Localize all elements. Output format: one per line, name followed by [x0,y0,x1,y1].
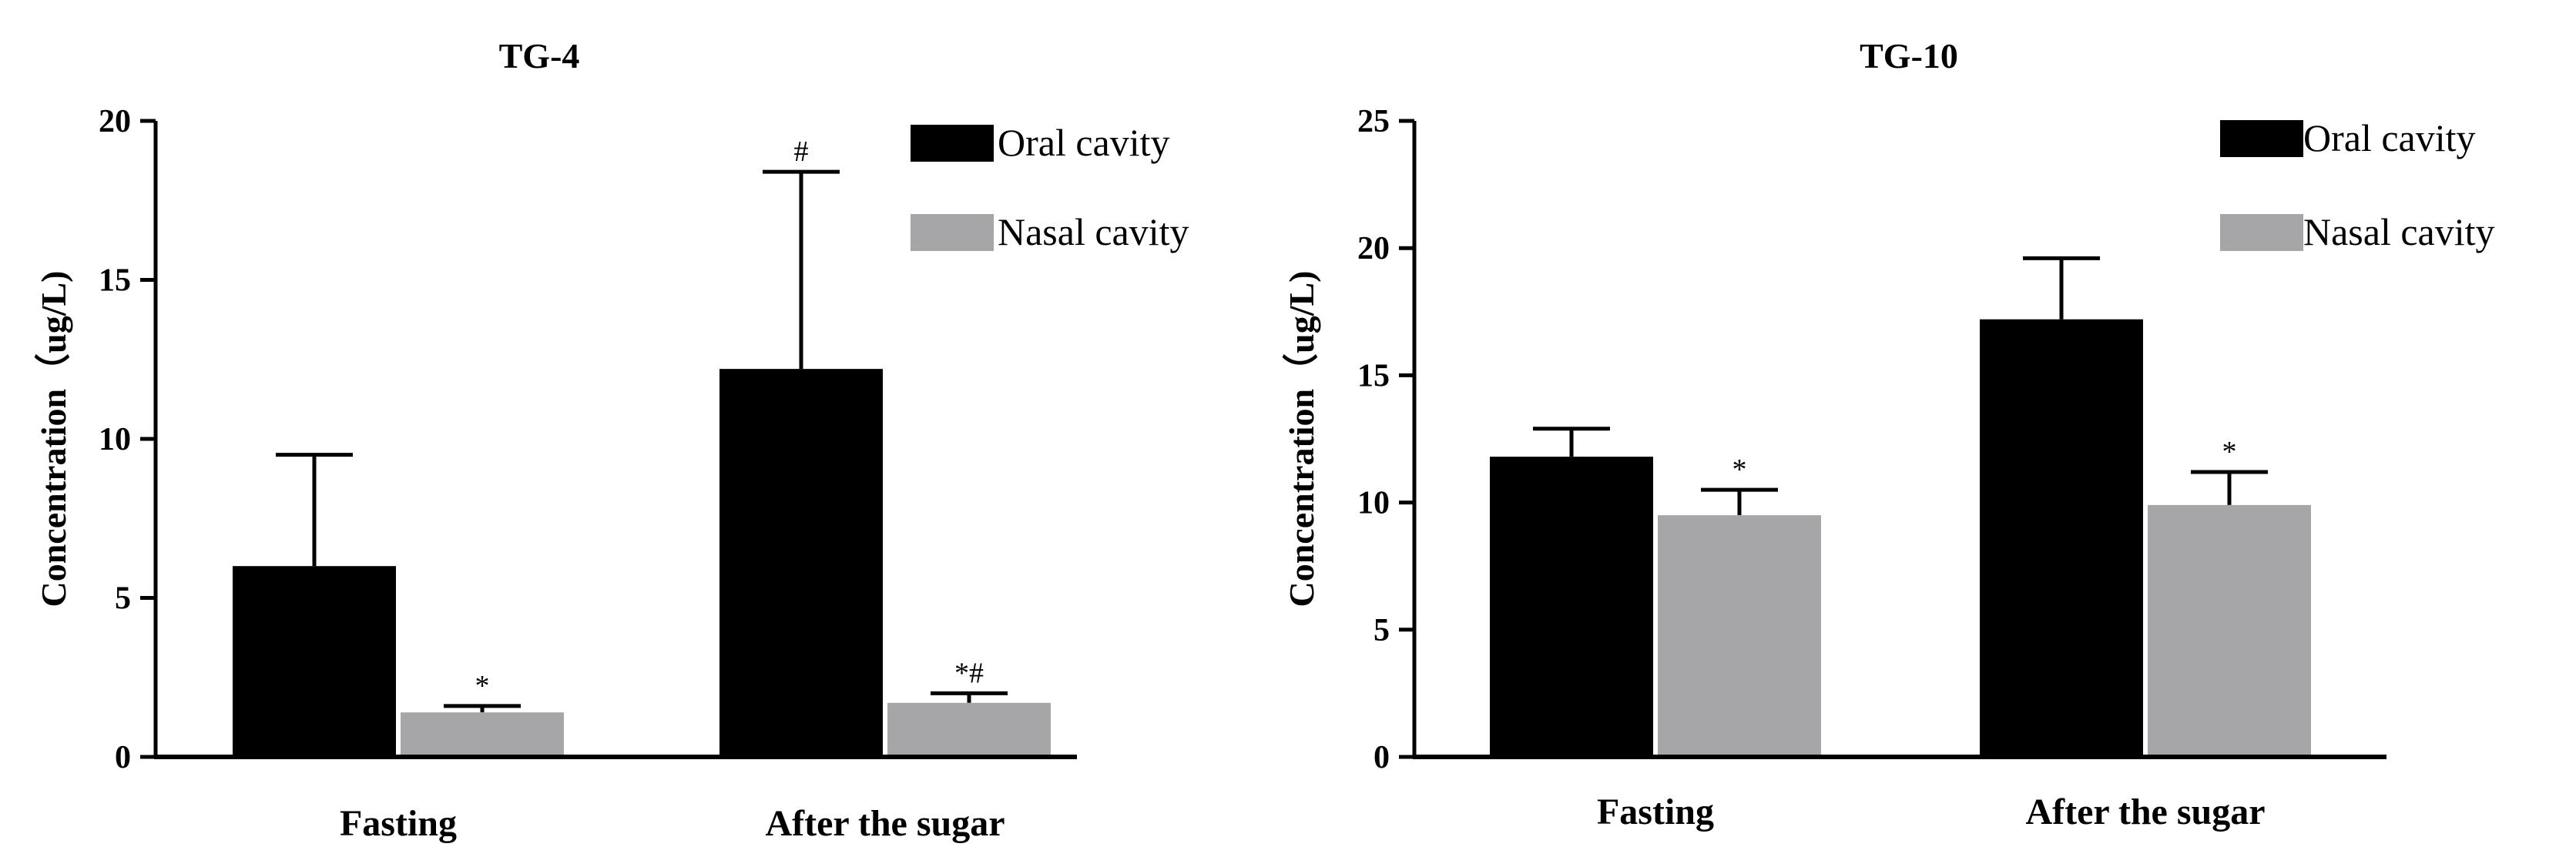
x-category-label: Fasting [340,803,457,844]
bar-nasal-cavity [1658,515,1821,757]
y-axis-label: Concentration（ug/L) [34,271,73,608]
y-tick-label: 25 [1357,104,1390,139]
legend-swatch [911,125,994,162]
y-tick-label: 20 [99,104,131,139]
legend-label: Oral cavity [998,121,1170,164]
bar-nasal-cavity [2148,504,2311,757]
y-axis-label: Concentration（ug/L) [1282,271,1321,608]
chart-title: TG-10 [1860,36,1958,75]
significance-marker: * [475,670,490,702]
legend-swatch [911,214,994,251]
y-tick-label: 15 [99,263,131,299]
legend-label: Oral cavity [2303,116,2476,159]
x-category-label: Fasting [1597,792,1714,832]
bar-oral-cavity [233,566,396,757]
y-tick-label: 0 [1374,740,1390,775]
y-tick-label: 0 [115,740,131,775]
legend-swatch [2220,120,2303,157]
x-category-label: After the sugar [765,803,1005,844]
legend-swatch [2220,214,2303,251]
bar-oral-cavity [719,369,883,757]
y-tick-label: 10 [99,422,131,457]
bar-nasal-cavity [401,712,564,757]
y-tick-label: 10 [1357,486,1390,521]
significance-marker: * [1732,454,1747,486]
significance-marker: # [794,136,809,168]
legend: Oral cavity Nasal cavity [911,121,1189,253]
bar-oral-cavity [1490,457,1653,757]
legend: Oral cavity Nasal cavity [2220,116,2495,253]
y-tick-label: 15 [1357,358,1390,393]
bar-nasal-cavity [887,702,1051,757]
chart-title: TG-4 [499,36,580,75]
chart-panel-tg-4: TG-4 0 5 10 15 20 Concentration（ug/L) * Fasting #… [34,36,1189,844]
bar-oral-cavity [1980,319,2143,757]
y-tick-label: 5 [115,581,131,617]
significance-marker: *# [954,657,984,689]
legend-label: Nasal cavity [2303,210,2495,253]
y-tick-label: 5 [1374,613,1390,648]
legend-label: Nasal cavity [998,210,1189,253]
significance-marker: * [2222,436,2237,468]
y-tick-label: 20 [1357,231,1390,266]
chart-panel-tg-10: TG-10 0 5 10 15 20 25 Concentration（ug/L) * Fasti… [1282,36,2495,832]
x-category-label: After the sugar [2025,792,2265,832]
